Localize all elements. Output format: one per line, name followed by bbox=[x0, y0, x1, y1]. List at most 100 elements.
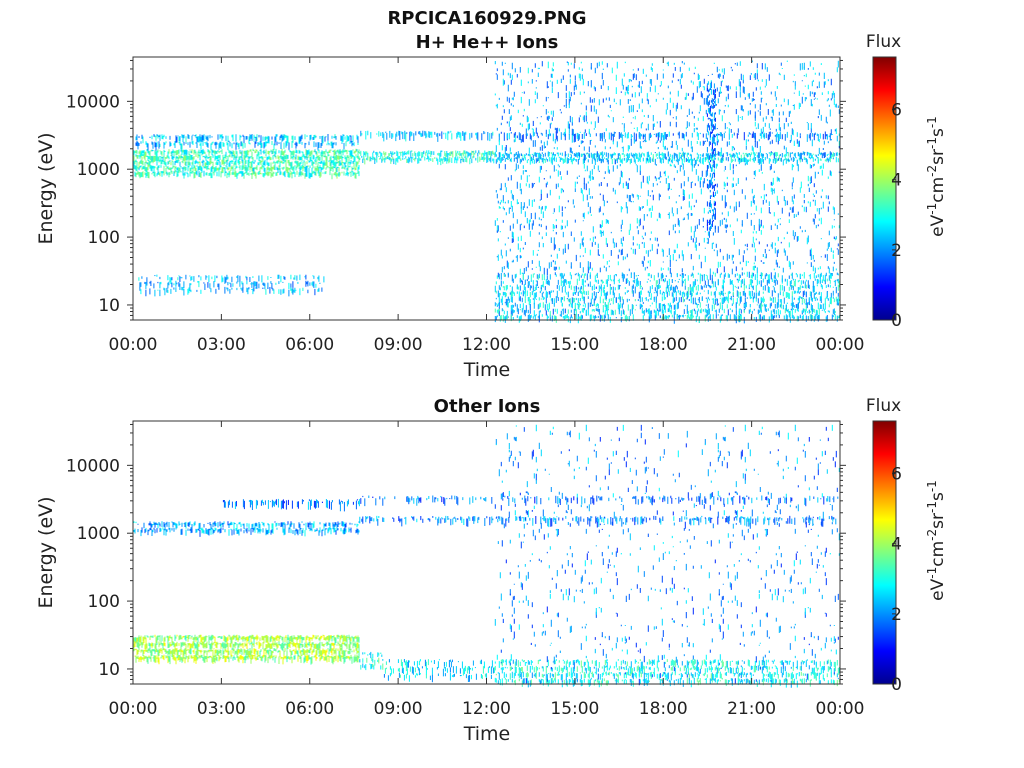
heatmap-cells bbox=[170, 151, 252, 171]
heatmap-cells bbox=[517, 286, 757, 321]
heatmap-cells bbox=[495, 443, 801, 675]
heatmap-cells bbox=[652, 93, 833, 187]
heatmap-cells bbox=[538, 274, 720, 308]
heatmap-cells bbox=[232, 643, 260, 660]
heatmap-cells bbox=[702, 153, 807, 163]
heatmap-cells bbox=[189, 643, 345, 664]
heatmap-cells bbox=[511, 665, 716, 687]
heatmap-cells bbox=[137, 522, 239, 534]
x-tick-label: 00:00 bbox=[109, 335, 158, 355]
heatmap-cells bbox=[514, 67, 819, 321]
heatmap-cells bbox=[534, 292, 822, 321]
heatmap-cells bbox=[136, 637, 311, 663]
heatmap-cells bbox=[572, 272, 745, 319]
heatmap-cells bbox=[593, 78, 809, 307]
heatmap-cells bbox=[188, 655, 252, 664]
heatmap-cells bbox=[510, 625, 721, 632]
heatmap-cells bbox=[156, 635, 347, 659]
heatmap-cells bbox=[500, 541, 731, 672]
heatmap-cells bbox=[600, 274, 766, 322]
heatmap-cells bbox=[528, 87, 729, 311]
heatmap-cells bbox=[179, 276, 308, 285]
heatmap-cells bbox=[587, 279, 751, 296]
heatmap-cells bbox=[523, 133, 821, 290]
heatmap-cells bbox=[549, 275, 821, 320]
heatmap-cells bbox=[267, 521, 344, 535]
heatmap-cells bbox=[158, 141, 216, 149]
heatmap-cells bbox=[524, 154, 785, 164]
heatmap-cells bbox=[642, 515, 737, 525]
heatmap-cells bbox=[698, 157, 830, 162]
heatmap-cells bbox=[535, 274, 840, 322]
heatmap-cells bbox=[141, 642, 342, 659]
heatmap-cells bbox=[529, 286, 785, 320]
heatmap-cells bbox=[650, 286, 812, 315]
heatmap-cells bbox=[176, 636, 288, 660]
heatmap-cells bbox=[274, 636, 327, 661]
heatmap-cells bbox=[385, 659, 402, 670]
heatmap-cells bbox=[238, 636, 356, 663]
heatmap-cells bbox=[241, 135, 332, 147]
heatmap-cells bbox=[295, 522, 345, 535]
heatmap-cells bbox=[175, 643, 296, 665]
heatmap-cells bbox=[496, 208, 840, 313]
heatmap-cells bbox=[595, 439, 821, 594]
heatmap-cells bbox=[223, 521, 307, 531]
heatmap-cells bbox=[159, 276, 319, 289]
colorbar-title: Flux bbox=[866, 396, 901, 416]
heatmap-cells bbox=[135, 134, 312, 144]
heatmap-cells bbox=[162, 150, 284, 176]
heatmap-cells bbox=[564, 109, 767, 239]
heatmap-cells bbox=[156, 149, 310, 165]
heatmap-cells bbox=[359, 152, 442, 166]
heatmap-cells bbox=[526, 279, 675, 310]
heatmap-cells bbox=[656, 660, 814, 675]
heatmap-cells bbox=[163, 521, 254, 533]
heatmap-cells bbox=[198, 275, 296, 295]
heatmap-cells bbox=[144, 165, 248, 172]
heatmap-cells bbox=[152, 528, 313, 533]
colorbar-tick-label: 0 bbox=[891, 675, 902, 695]
heatmap-cells bbox=[622, 659, 715, 683]
heatmap-cells bbox=[153, 283, 198, 292]
heatmap-cells bbox=[660, 152, 821, 163]
heatmap-cells bbox=[584, 463, 819, 629]
heatmap-cells bbox=[529, 91, 835, 315]
heatmap-cells bbox=[518, 279, 834, 318]
y-tick-label: 10 bbox=[98, 296, 120, 316]
heatmap-cells bbox=[272, 162, 340, 172]
heatmap-cells bbox=[503, 278, 828, 310]
heatmap-cells bbox=[675, 291, 777, 319]
heatmap-cells bbox=[253, 134, 306, 142]
heatmap-cells bbox=[169, 641, 210, 665]
heatmap-cells bbox=[178, 149, 332, 177]
heatmap-cells bbox=[577, 152, 826, 165]
heatmap-cells bbox=[455, 150, 468, 163]
heatmap-cells bbox=[542, 153, 622, 163]
heatmap-cells bbox=[548, 272, 779, 312]
heatmap-cells bbox=[627, 487, 838, 678]
heatmap-cells bbox=[135, 643, 326, 661]
heatmap-cells bbox=[200, 150, 340, 177]
heatmap-cells bbox=[237, 275, 311, 286]
heatmap-cells bbox=[569, 73, 831, 310]
heatmap-cells bbox=[586, 273, 800, 294]
heatmap-cells bbox=[543, 281, 751, 318]
heatmap-cells bbox=[174, 151, 350, 177]
heatmap-cells bbox=[532, 449, 743, 457]
heatmap-cells bbox=[604, 557, 815, 639]
heatmap-cells bbox=[160, 150, 346, 166]
heatmap-cells bbox=[497, 68, 814, 292]
heatmap-cells bbox=[775, 152, 833, 158]
heatmap-cells bbox=[658, 278, 837, 320]
heatmap-cells bbox=[402, 661, 471, 674]
heatmap-cells bbox=[179, 635, 268, 652]
heatmap-cells bbox=[225, 636, 321, 664]
heatmap-cells bbox=[498, 606, 827, 676]
heatmap-cells bbox=[665, 131, 763, 140]
heatmap-cells bbox=[229, 635, 347, 658]
heatmap-cells bbox=[391, 132, 486, 139]
heatmap-cells bbox=[612, 451, 823, 457]
heatmap-cells bbox=[587, 517, 697, 525]
heatmap-cells bbox=[500, 154, 673, 163]
